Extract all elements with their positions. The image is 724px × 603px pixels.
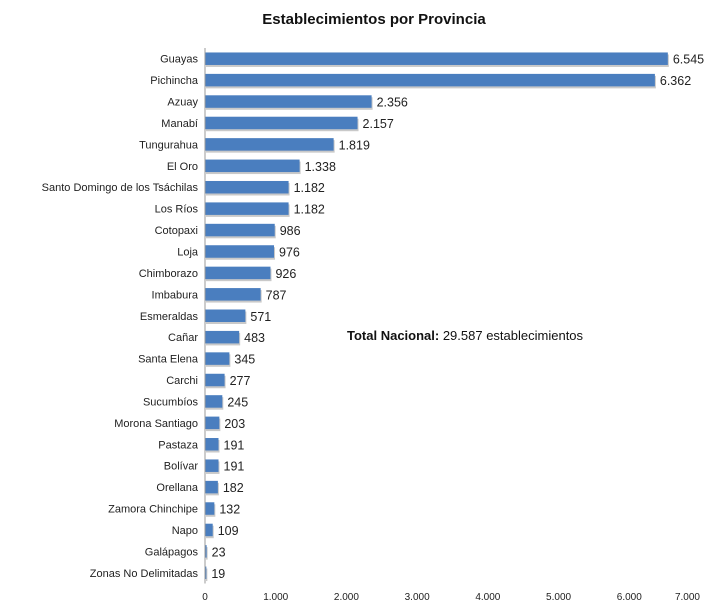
value-label: 6.545 <box>673 53 704 67</box>
x-tick-label: 3.000 <box>405 592 430 603</box>
bar-0 <box>205 52 668 65</box>
value-label: 1.819 <box>339 138 370 152</box>
value-label: 345 <box>234 353 255 367</box>
bar-4 <box>205 138 334 151</box>
chart-title: Establecimientos por Provincia <box>262 11 486 28</box>
x-axis-ticks: 0 1.000 2.000 3.000 4.000 5.000 6.000 7.000 <box>202 592 700 603</box>
category-label: Chimborazo <box>139 268 198 280</box>
bar-23 <box>205 545 207 558</box>
value-label: 2.356 <box>377 96 408 110</box>
bar-7 <box>205 202 289 215</box>
bar-6 <box>205 180 289 194</box>
x-tick-label: 2.000 <box>334 592 359 603</box>
category-label: Sucumbíos <box>143 396 199 408</box>
category-label: Azuay <box>167 97 198 109</box>
bar-shadow <box>206 547 208 560</box>
value-label: 1.338 <box>305 160 336 174</box>
bar-21 <box>205 502 215 515</box>
value-label: 132 <box>219 503 240 517</box>
total-annotation-value: 29.587 establecimientos <box>439 328 583 343</box>
category-label: Carchi <box>166 375 198 387</box>
x-tick-label: 1.000 <box>263 592 288 603</box>
bar-22 <box>205 523 213 537</box>
bar-2 <box>205 95 372 108</box>
category-label: Morona Santiago <box>114 418 198 430</box>
value-label: 191 <box>224 438 245 452</box>
value-label: 109 <box>218 524 239 538</box>
x-tick-label: 0 <box>202 592 208 603</box>
value-label: 277 <box>230 374 251 388</box>
value-label: 986 <box>280 224 301 238</box>
category-label: Santo Domingo de los Tsáchilas <box>42 182 199 194</box>
category-label: Manabí <box>161 118 198 130</box>
value-label: 245 <box>227 395 248 409</box>
value-label: 976 <box>279 245 300 259</box>
bar-12 <box>205 309 246 322</box>
bar-3 <box>205 116 358 130</box>
category-label: Pichincha <box>150 75 199 87</box>
value-label: 6.362 <box>660 74 691 88</box>
bar-18 <box>205 438 219 451</box>
category-label: Imbabura <box>152 289 199 301</box>
value-label: 483 <box>244 331 265 345</box>
total-annotation: Total Nacional: 29.587 establecimientos <box>347 328 584 343</box>
category-label: Guayas <box>160 54 198 66</box>
bar-20 <box>205 480 218 494</box>
bar-15 <box>205 373 225 387</box>
bar-9 <box>205 245 275 258</box>
category-label: Tungurahua <box>139 139 199 151</box>
x-tick-label: 4.000 <box>475 592 500 603</box>
bar-8 <box>205 223 275 237</box>
x-tick-label: 5.000 <box>546 592 571 603</box>
bar-10 <box>205 266 271 280</box>
category-label: Zonas No Delimitadas <box>90 568 199 580</box>
value-label: 191 <box>224 460 245 474</box>
bar-17 <box>205 416 220 430</box>
bars-group: Guayas 6.545 Pichincha 6.362 Azuay 2.356 Manab… <box>42 52 704 582</box>
category-label: Galápagos <box>145 546 199 558</box>
value-label: 19 <box>211 567 225 581</box>
category-label: Orellana <box>156 482 198 494</box>
value-label: 1.182 <box>294 181 325 195</box>
value-label: 926 <box>275 267 296 281</box>
bar-shadow <box>206 568 208 582</box>
value-label: 182 <box>223 481 244 495</box>
value-label: 787 <box>266 288 287 302</box>
bar-5 <box>205 159 300 173</box>
bar-13 <box>205 330 240 344</box>
value-label: 23 <box>212 545 226 559</box>
category-label: Cañar <box>168 332 198 344</box>
category-label: Loja <box>177 246 199 258</box>
bar-11 <box>205 288 261 301</box>
category-label: Santa Elena <box>138 354 199 366</box>
category-label: Esmeraldas <box>140 311 199 323</box>
value-label: 2.157 <box>363 117 394 131</box>
category-label: Zamora Chinchipe <box>108 504 198 516</box>
x-tick-label: 6.000 <box>617 592 642 603</box>
category-label: Bolívar <box>164 461 199 473</box>
x-tick-label: 7.000 <box>675 592 700 603</box>
bar-19 <box>205 459 219 472</box>
bar-16 <box>205 395 223 408</box>
value-label: 1.182 <box>294 203 325 217</box>
category-label: Napo <box>172 525 198 537</box>
value-label: 571 <box>250 310 271 324</box>
category-label: Los Ríos <box>155 204 199 216</box>
category-label: El Oro <box>167 161 198 173</box>
value-label: 203 <box>224 417 245 431</box>
bar-1 <box>205 73 655 87</box>
bar-24 <box>205 566 207 580</box>
total-annotation-label: Total Nacional: <box>347 328 439 343</box>
category-label: Cotopaxi <box>155 225 198 237</box>
bar-14 <box>205 352 230 365</box>
category-label: Pastaza <box>158 439 199 451</box>
